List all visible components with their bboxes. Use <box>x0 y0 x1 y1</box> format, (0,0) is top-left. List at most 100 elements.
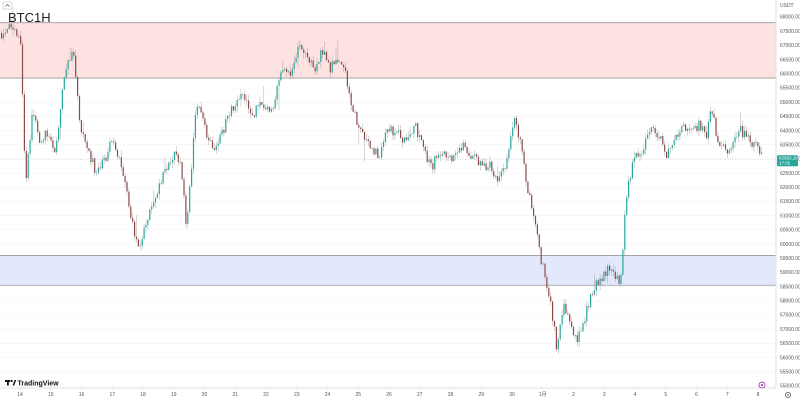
candle <box>631 159 633 180</box>
candle <box>206 122 208 140</box>
candle <box>151 202 153 214</box>
candle <box>371 147 373 150</box>
current-price-label: 62993.28 <box>779 156 798 161</box>
candle <box>415 121 417 127</box>
candle <box>276 84 278 105</box>
candle <box>728 147 730 154</box>
candle <box>242 93 244 99</box>
gear-icon <box>784 391 792 399</box>
candle <box>487 166 489 172</box>
y-tick-label: 55000.00 <box>780 384 800 390</box>
collapse-legend-button[interactable] <box>2 1 13 10</box>
candle <box>20 30 22 45</box>
candle <box>485 158 487 172</box>
candle <box>398 124 400 136</box>
candle <box>346 68 348 91</box>
candle <box>667 143 670 159</box>
candle <box>164 157 166 175</box>
candle <box>569 312 571 326</box>
x-tick-label: 27 <box>417 392 423 398</box>
candle <box>510 132 512 152</box>
candle <box>502 163 504 176</box>
support-zone <box>0 255 776 286</box>
candle <box>679 128 681 141</box>
y-tick-label: 63500.00 <box>780 142 800 148</box>
candle <box>213 143 215 151</box>
candle <box>162 171 164 185</box>
candle <box>474 149 476 160</box>
candle <box>56 137 58 155</box>
candle <box>158 179 160 200</box>
candle <box>75 50 77 80</box>
candle <box>586 301 588 327</box>
candle <box>325 50 328 62</box>
candle <box>743 125 746 140</box>
x-tick-label: 2 <box>572 392 575 398</box>
candle <box>523 148 525 166</box>
settings-button[interactable] <box>784 391 792 399</box>
tradingview-logo[interactable]: TradingView <box>5 379 59 388</box>
candle <box>616 272 618 280</box>
y-tick-label: 55500.00 <box>780 370 800 376</box>
candle <box>705 125 708 140</box>
candle <box>751 140 753 150</box>
candle <box>645 133 647 155</box>
candle <box>10 19 12 31</box>
candle <box>394 127 396 140</box>
candle <box>23 90 25 154</box>
candle <box>550 291 552 306</box>
candle <box>755 137 757 146</box>
candle <box>90 148 92 168</box>
y-tick-label: 56500.00 <box>780 341 800 347</box>
candle <box>605 266 607 281</box>
candle <box>208 133 210 146</box>
y-tick-label: 58500.00 <box>780 284 800 290</box>
candle <box>512 122 514 141</box>
candle <box>82 122 84 139</box>
candle <box>115 139 117 152</box>
candle <box>628 175 630 202</box>
candle <box>263 85 265 112</box>
candle <box>274 95 276 110</box>
x-tick-label: 23 <box>294 392 300 398</box>
candle <box>149 207 151 222</box>
x-tick-label: 16 <box>79 392 85 398</box>
candle <box>666 151 668 159</box>
candle <box>517 121 519 143</box>
candle <box>603 271 605 282</box>
candle <box>103 154 105 164</box>
candle <box>643 144 645 156</box>
y-tick-label: 62500.00 <box>780 171 800 177</box>
candle <box>388 123 390 133</box>
candle <box>590 293 592 308</box>
candle <box>312 56 314 68</box>
candle <box>740 111 742 134</box>
time-scale[interactable]: 14 15 16 17 18 19 20 21 22 23 24 25 26 27 28 29 30 1月 2 3 4 5… <box>17 388 760 398</box>
candle <box>747 132 749 141</box>
candle <box>44 130 46 145</box>
candle <box>63 76 65 91</box>
candle <box>447 152 449 162</box>
candle <box>723 142 725 147</box>
candle <box>713 108 715 119</box>
x-tick-label: 24 <box>325 392 331 398</box>
candle <box>71 47 73 62</box>
candle <box>352 103 354 112</box>
candle <box>124 173 126 188</box>
candle <box>48 133 50 139</box>
y-tick-label: 56000.00 <box>780 355 800 361</box>
candle <box>519 136 521 145</box>
candle <box>409 126 411 141</box>
candle <box>6 28 8 34</box>
candle <box>540 245 542 266</box>
go-to-realtime-button[interactable] <box>758 381 766 389</box>
x-tick-label: 1月 <box>539 392 547 398</box>
candle <box>335 47 337 65</box>
x-tick-label: 5 <box>664 392 667 398</box>
candle <box>702 123 704 134</box>
candle <box>362 123 364 134</box>
candle <box>654 125 656 138</box>
candle <box>381 142 383 161</box>
candle <box>403 136 405 144</box>
